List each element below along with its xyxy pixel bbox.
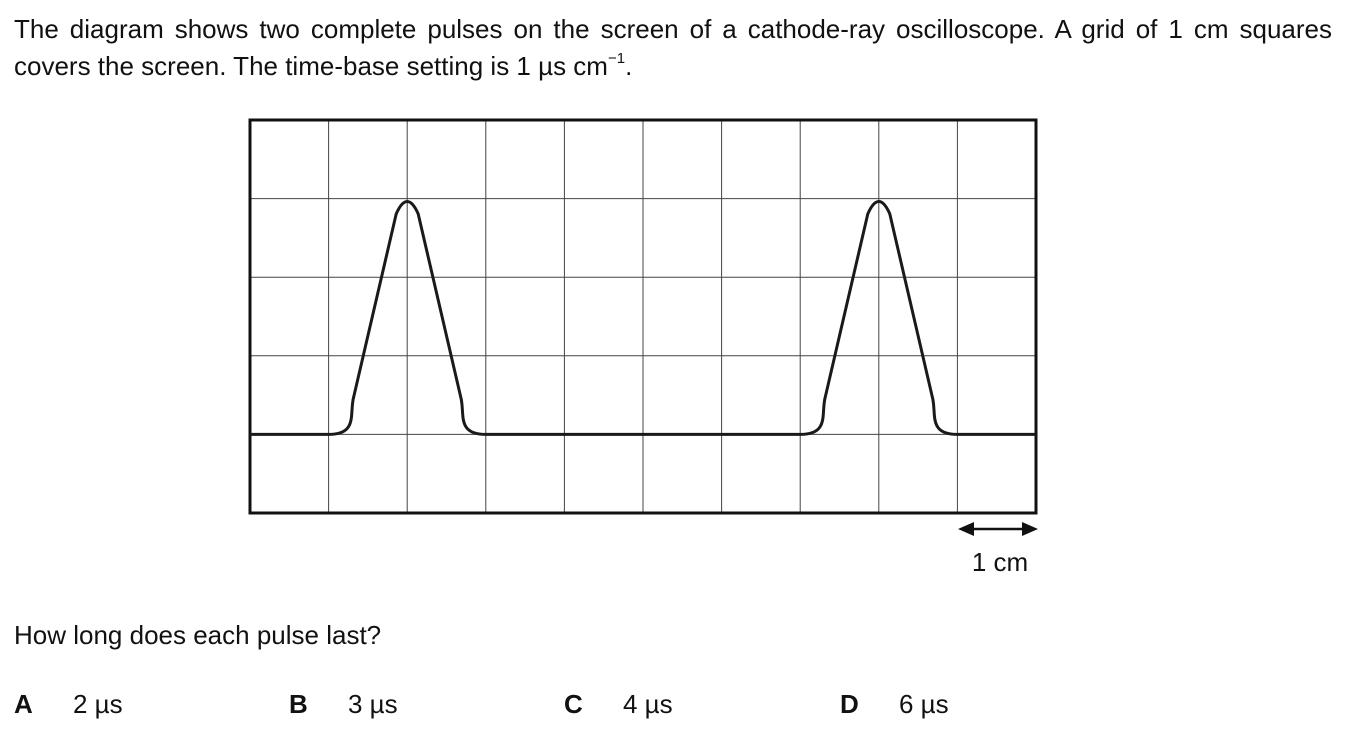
question-stem: The diagram shows two complete pulses on… — [14, 11, 1332, 85]
option-a-value: 2 µs — [73, 689, 123, 719]
scale-arrow-head-right — [1022, 522, 1038, 536]
stem-superscript: −1 — [607, 50, 626, 68]
option-c-value: 4 µs — [623, 689, 673, 719]
option-d-value: 6 µs — [899, 689, 949, 719]
option-c-letter: C — [564, 689, 583, 719]
grid-lines — [250, 120, 1036, 513]
scale-arrow-head-left — [958, 522, 974, 536]
screen-border — [248, 118, 1038, 515]
scale-label: 1 cm — [972, 547, 1028, 577]
option-a-letter: A — [14, 689, 33, 719]
option-d-letter: D — [840, 689, 859, 719]
option-b-letter: B — [289, 689, 308, 719]
stem-text: The diagram shows two complete pulses on… — [14, 14, 1332, 81]
pulse-trace — [250, 200, 1036, 436]
stem-end: . — [625, 51, 633, 81]
scale-arrow — [958, 522, 1038, 536]
oscilloscope-diagram: 1 cm — [248, 118, 1038, 577]
question-prompt: How long does each pulse last? — [14, 620, 382, 650]
option-b-value: 3 µs — [348, 689, 398, 719]
